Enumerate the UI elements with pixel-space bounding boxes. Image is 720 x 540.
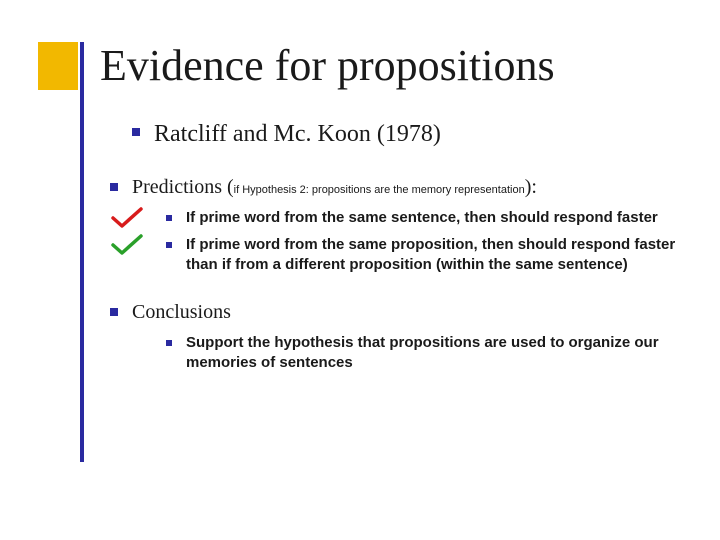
bullet-conclusions: Conclusions — [110, 300, 690, 325]
square-bullet-icon — [166, 215, 172, 221]
predictions-suffix: ): — [525, 176, 537, 198]
square-bullet-icon — [166, 242, 172, 248]
slide-title: Evidence for propositions — [100, 40, 555, 91]
predictions-mid: if Hypothesis 2: propositions are the me… — [234, 184, 525, 196]
vertical-rule — [80, 42, 84, 462]
bullet-main: Ratcliff and Mc. Koon (1978) — [132, 120, 690, 149]
conclusion-item-1: Support the hypothesis that propositions… — [166, 333, 690, 372]
checkmark-icon — [110, 206, 144, 230]
square-bullet-icon — [110, 183, 118, 191]
accent-box — [38, 42, 78, 90]
square-bullet-icon — [132, 128, 140, 136]
predictions-prefix: Predictions ( — [132, 176, 234, 198]
prediction-1-text: If prime word from the same sentence, th… — [186, 208, 658, 228]
square-bullet-icon — [110, 308, 118, 316]
bullet-predictions: Predictions (if Hypothesis 2: propositio… — [110, 175, 690, 200]
prediction-item-2: If prime word from the same proposition,… — [166, 235, 690, 274]
conclusions-label: Conclusions — [132, 300, 231, 325]
slide-content: Ratcliff and Mc. Koon (1978) Predictions… — [90, 120, 690, 380]
main-bullet-text: Ratcliff and Mc. Koon (1978) — [154, 120, 441, 149]
conclusion-1-text: Support the hypothesis that propositions… — [186, 333, 690, 372]
prediction-2-text: If prime word from the same proposition,… — [186, 235, 690, 274]
square-bullet-icon — [166, 340, 172, 346]
prediction-item-1: If prime word from the same sentence, th… — [166, 208, 690, 228]
predictions-label: Predictions (if Hypothesis 2: propositio… — [132, 175, 537, 200]
checkmark-icon — [110, 233, 144, 257]
